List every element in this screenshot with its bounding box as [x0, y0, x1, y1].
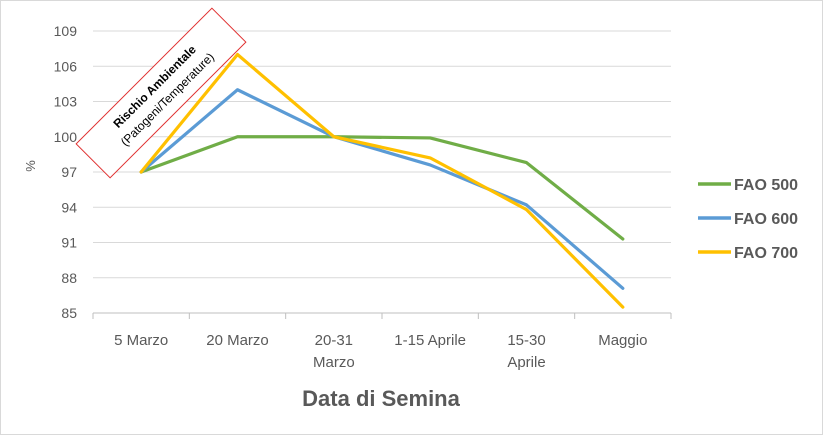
legend: FAO 500 FAO 600 FAO 700: [698, 177, 798, 262]
legend-label: FAO 700: [734, 245, 798, 262]
x-tick-label: 5 Marzo: [114, 332, 168, 349]
y-tick-label: 103: [54, 94, 78, 110]
x-axis-ticks: 5 Marzo 20 Marzo 20-31 Marzo 1-15 Aprile 15-3…: [114, 332, 647, 371]
x-tick-label: 15-30 Aprile: [507, 332, 545, 371]
y-tick-label: 91: [61, 235, 77, 251]
annotation-box: Rischio Ambientale(Patogeni/Temperature): [75, 7, 247, 179]
y-axis-ticks: 85 88 91 94 97 100 103 106 109: [54, 23, 78, 321]
y-tick-label: 85: [61, 305, 77, 321]
y-tick-label: 94: [61, 199, 77, 215]
y-tick-label: 109: [54, 23, 78, 39]
series-line-fao-600: [139, 88, 625, 290]
x-tick-label: 1-15 Aprile: [394, 332, 466, 349]
legend-label: FAO 600: [734, 211, 798, 228]
series-lines: [139, 52, 625, 309]
series-line-fao-700: [139, 52, 625, 309]
y-tick-label: 100: [54, 129, 78, 145]
y-tick-label: 88: [61, 270, 77, 286]
x-tick-label: Maggio: [598, 332, 647, 349]
y-tick-label: 106: [54, 58, 78, 74]
y-axis-label: %: [23, 160, 38, 172]
x-tick-label: 20 Marzo: [206, 332, 269, 349]
legend-label: FAO 500: [734, 177, 798, 194]
annotation-border: [75, 7, 247, 179]
series-line-fao-500: [139, 135, 625, 241]
x-axis: [92, 312, 672, 319]
y-tick-label: 97: [61, 164, 77, 180]
x-axis-label: Data di Semina: [302, 386, 460, 411]
x-tick-label: 20-31 Marzo: [313, 332, 355, 371]
